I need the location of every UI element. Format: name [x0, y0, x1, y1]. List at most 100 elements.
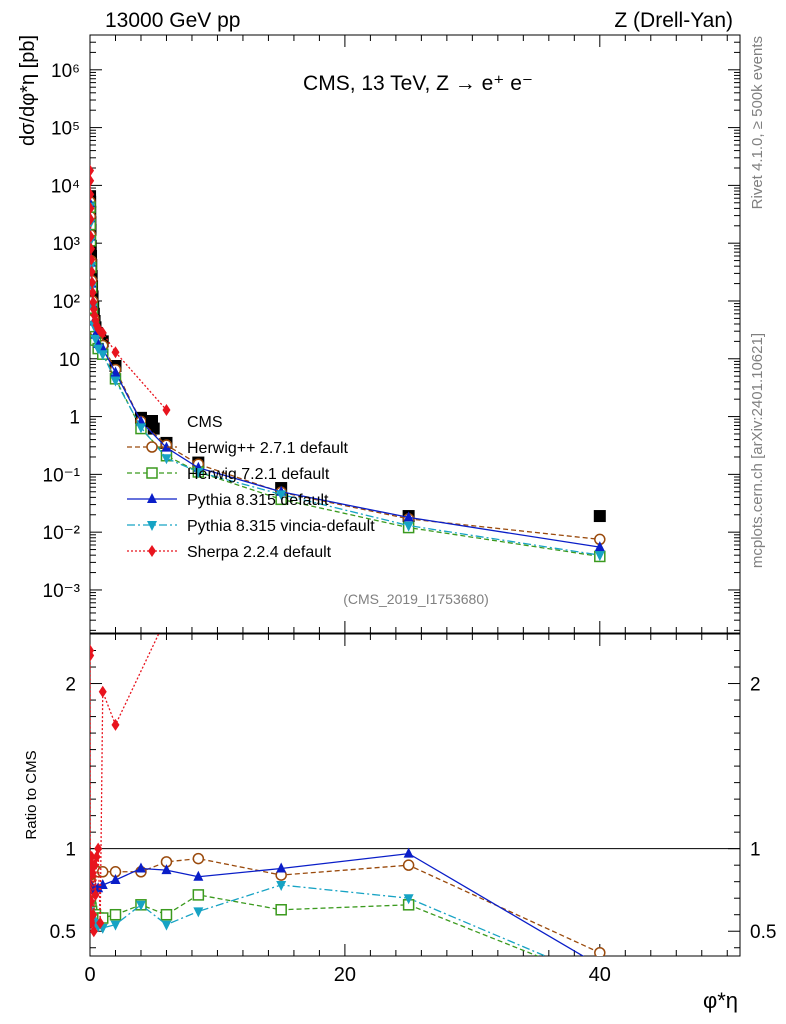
- series-herwig-7-2-1-default: [90, 201, 606, 563]
- legend-entry: Herwig 7.2.1 default: [127, 466, 330, 483]
- ratio-point: [111, 718, 120, 731]
- series-cms: [90, 190, 606, 523]
- data-point: [162, 403, 171, 416]
- y-tick-label: 1: [69, 408, 80, 429]
- y-tick-label: 10⁶: [51, 61, 80, 82]
- chart-title: CMS, 13 TeV, Z → e⁺ e⁻: [303, 72, 533, 95]
- ratio-point: [94, 842, 103, 855]
- y-tick-label: 10⁻³: [43, 581, 81, 602]
- ratio-point: [192, 889, 205, 901]
- ratio-series-herwig-2-7-1-default: [90, 852, 606, 956]
- ratio-point: [110, 920, 121, 931]
- ratio-point: [403, 894, 414, 905]
- ratio-point: [110, 874, 121, 885]
- data-point: [403, 511, 414, 522]
- data-point: [93, 344, 104, 355]
- ratio-point: [161, 864, 172, 875]
- series-line: [90, 206, 600, 556]
- data-point: [90, 334, 101, 345]
- ratio-tick-label: 2: [65, 675, 76, 696]
- legend-entry: CMS: [146, 414, 223, 431]
- legend-entry: Sherpa 2.2.4 default: [127, 544, 332, 561]
- ratio-point: [109, 908, 122, 921]
- data-point: [90, 174, 95, 187]
- legend-marker: [146, 415, 158, 427]
- data-point: [594, 541, 605, 552]
- ratio-point: [276, 862, 287, 873]
- y-tick-label: 10²: [53, 292, 80, 313]
- ratio-point: [90, 916, 96, 929]
- ratio-point: [91, 888, 100, 901]
- y-tick-label: 10⁻²: [43, 523, 81, 544]
- series-line: [90, 201, 600, 541]
- data-point: [90, 164, 95, 177]
- y-tick-label: 10: [59, 350, 80, 371]
- x-axis-label: φ*η: [703, 988, 738, 1013]
- series-pythia-8-315-vincia-default: [90, 202, 605, 562]
- ratio-point: [192, 852, 205, 865]
- data-point: [193, 467, 204, 478]
- ratio-tick-label: 1: [65, 840, 76, 861]
- legend-marker: [147, 493, 157, 503]
- ratio-point: [402, 859, 415, 871]
- legend-label: CMS: [187, 414, 223, 431]
- legend-label: Herwig 7.2.1 default: [187, 466, 330, 483]
- data-point: [90, 242, 96, 255]
- legend-entry: Pythia 8.315 default: [127, 492, 329, 509]
- data-point: [90, 265, 96, 278]
- x-tick-label: 0: [84, 964, 95, 986]
- mcplots-label: mcplots.cern.ch [arXiv:2401.10621]: [749, 333, 766, 568]
- ratio-point: [90, 867, 97, 880]
- x-tick-label: 40: [589, 964, 611, 986]
- ratio-point: [276, 880, 287, 891]
- rivet-label: Rivet 4.1.0, ≥ 500k events: [749, 36, 766, 209]
- legend-entry: Herwig++ 2.7.1 default: [127, 440, 349, 457]
- bottom-panel-frame: [89, 633, 741, 957]
- series-herwig-2-7-1-default: [90, 196, 606, 546]
- legend-marker: [147, 521, 157, 531]
- legend-marker: [146, 441, 158, 453]
- ratio-line: [90, 891, 540, 956]
- ratio-tick-label-right: 0.5: [750, 922, 776, 943]
- data-point: [90, 188, 95, 201]
- y-tick-label: 10⁴: [51, 176, 80, 197]
- ratio-line: [90, 857, 601, 954]
- data-point: [593, 510, 606, 523]
- data-point: [90, 230, 95, 243]
- data-point: [98, 326, 107, 339]
- legend: CMS Herwig++ 2.7.1 default Herwig 7.2.1 de…: [127, 414, 375, 561]
- y-tick-label: 10⁻¹: [43, 465, 81, 486]
- ratio-point: [135, 862, 146, 873]
- legend-label: Pythia 8.315 vincia-default: [187, 518, 375, 535]
- y-axis-label-bottom: Ratio to CMS: [23, 750, 40, 839]
- y-tick-label: 10⁵: [51, 119, 80, 140]
- ratio-point: [193, 907, 204, 918]
- data-point: [90, 213, 95, 226]
- ratio-panel-data: [90, 634, 606, 956]
- ratio-point: [403, 847, 414, 858]
- legend-marker: [146, 467, 158, 479]
- ratio-point: [275, 904, 287, 916]
- ratio-point: [97, 878, 108, 889]
- legend-label: Herwig++ 2.7.1 default: [187, 440, 349, 457]
- data-point: [111, 346, 120, 359]
- series-line: [90, 203, 600, 548]
- legend-entry: Pythia 8.315 vincia-default: [127, 518, 375, 535]
- ratio-point: [90, 908, 98, 921]
- data-point: [90, 202, 95, 215]
- ratio-point: [135, 900, 146, 911]
- ratio-point: [193, 870, 204, 881]
- data-point: [90, 296, 98, 309]
- data-point: [97, 350, 108, 361]
- data-point: [403, 521, 414, 532]
- y-axis-label-top: dσ/dφ*η [pb]: [17, 35, 39, 146]
- ratio-series-sherpa-2-2-4-default: [90, 634, 160, 938]
- data-point: [276, 490, 287, 501]
- axes: 0 20 40 10⁻³ 10⁻² 10⁻¹ 1 10 10² 10³ 10⁴ 10⁵ 10⁶ 0.5 0.…: [43, 34, 776, 986]
- ratio-point: [90, 895, 96, 908]
- data-point: [90, 303, 98, 316]
- data-point: [135, 423, 146, 434]
- data-point: [90, 253, 96, 266]
- ratio-point: [161, 920, 172, 931]
